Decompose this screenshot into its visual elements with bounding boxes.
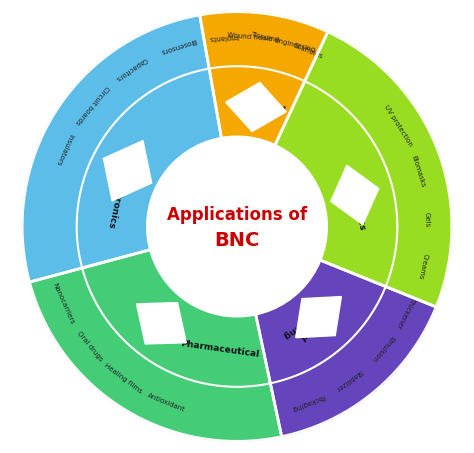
Polygon shape	[331, 165, 379, 225]
Text: Cosmetics: Cosmetics	[348, 179, 366, 231]
Text: Food
packaging: Food packaging	[280, 304, 334, 349]
Polygon shape	[226, 82, 286, 131]
Text: Electronics: Electronics	[105, 172, 126, 229]
Text: Biomedical: Biomedical	[230, 97, 286, 116]
Text: Capacitors: Capacitors	[114, 57, 148, 82]
Text: Stabilizer: Stabilizer	[334, 368, 364, 392]
Polygon shape	[103, 140, 152, 201]
Text: Healing films: Healing films	[103, 362, 143, 394]
Text: Biosensors: Biosensors	[160, 38, 197, 55]
Polygon shape	[305, 32, 452, 307]
Text: Creams: Creams	[417, 252, 428, 280]
Circle shape	[146, 136, 328, 317]
Polygon shape	[275, 81, 397, 287]
Text: Implants: Implants	[209, 33, 239, 41]
Text: Circuit boards: Circuit boards	[74, 84, 109, 125]
Text: Antioxidant: Antioxidant	[146, 392, 186, 413]
Text: Oral drugs: Oral drugs	[76, 330, 103, 362]
Polygon shape	[82, 250, 270, 387]
Text: Tissue engineering: Tissue engineering	[250, 32, 316, 53]
Text: UV protection: UV protection	[383, 104, 413, 148]
Text: Nanocarriers: Nanocarriers	[52, 282, 75, 325]
Polygon shape	[270, 287, 436, 436]
Text: Emulsion: Emulsion	[370, 334, 395, 362]
Text: Biomasks: Biomasks	[410, 154, 426, 188]
Text: Gels: Gels	[423, 212, 430, 227]
Polygon shape	[209, 66, 305, 145]
Polygon shape	[296, 297, 341, 337]
Polygon shape	[22, 15, 209, 282]
Text: Wound healing: Wound healing	[227, 32, 280, 43]
Text: BNC: BNC	[214, 231, 260, 250]
Polygon shape	[256, 260, 386, 383]
Text: Pharmaceutical: Pharmaceutical	[180, 339, 260, 360]
Text: Packaging: Packaging	[291, 393, 326, 412]
Polygon shape	[137, 303, 186, 344]
Polygon shape	[77, 68, 221, 268]
Text: Insulators: Insulators	[54, 132, 73, 166]
Text: Scaffolds: Scaffolds	[292, 42, 324, 59]
Polygon shape	[30, 268, 282, 441]
Text: Applications of: Applications of	[167, 206, 307, 224]
Polygon shape	[200, 12, 328, 81]
Text: Thickener: Thickener	[395, 296, 417, 329]
